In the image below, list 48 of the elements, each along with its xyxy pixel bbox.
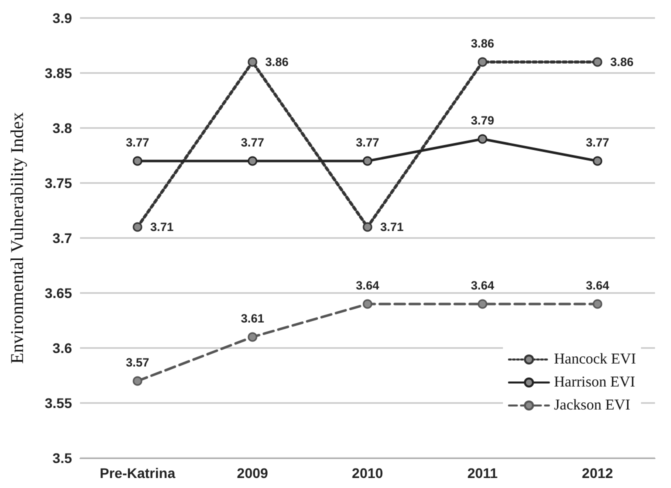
point bbox=[478, 134, 488, 144]
data-label: 3.86 bbox=[610, 55, 634, 69]
y-tick-label: 3.9 bbox=[52, 10, 72, 26]
y-tick-label: 3.8 bbox=[52, 120, 72, 136]
point bbox=[592, 299, 602, 309]
y-tick-label: 3.65 bbox=[44, 285, 72, 301]
legend-label: Hancock EVI bbox=[554, 352, 636, 368]
x-tick-label: 2009 bbox=[236, 465, 268, 481]
point bbox=[248, 57, 258, 67]
data-label: 3.57 bbox=[126, 355, 150, 370]
data-label: 3.64 bbox=[586, 278, 610, 292]
y-tick-label: 3.6 bbox=[52, 340, 72, 356]
y-axis-title: Environmental Vulnerability Index bbox=[7, 112, 27, 364]
x-tick-label: Pre-Katrina bbox=[100, 465, 176, 481]
point bbox=[478, 299, 488, 309]
legend-label: Harrison EVI bbox=[554, 374, 636, 390]
y-tick-label: 3.7 bbox=[52, 230, 72, 246]
point bbox=[132, 376, 142, 386]
point bbox=[132, 222, 142, 232]
x-tick-label: 2011 bbox=[467, 465, 498, 481]
data-label: 3.77 bbox=[240, 135, 264, 150]
data-label: 3.64 bbox=[470, 278, 494, 292]
data-label: 3.77 bbox=[586, 135, 610, 150]
y-tick-label: 3.75 bbox=[44, 175, 72, 191]
point bbox=[362, 156, 372, 166]
point bbox=[362, 222, 372, 232]
x-tick-label: 2010 bbox=[352, 465, 384, 481]
data-label: 3.86 bbox=[470, 36, 494, 50]
data-label: 3.86 bbox=[265, 55, 289, 69]
point bbox=[248, 156, 258, 166]
point bbox=[592, 57, 602, 67]
y-tick-label: 3.5 bbox=[52, 450, 72, 466]
point bbox=[362, 299, 372, 309]
point bbox=[248, 332, 258, 342]
data-label: 3.71 bbox=[150, 220, 174, 234]
data-label: 3.71 bbox=[380, 220, 404, 234]
data-label: 3.79 bbox=[470, 113, 494, 128]
data-label: 3.61 bbox=[240, 311, 264, 326]
x-tick-label: 2012 bbox=[582, 465, 614, 481]
point bbox=[478, 57, 488, 67]
point bbox=[592, 156, 602, 166]
data-label: 3.64 bbox=[356, 278, 380, 292]
legend-label: Jackson EVI bbox=[554, 398, 630, 414]
y-tick-label: 3.85 bbox=[44, 65, 72, 81]
point bbox=[132, 156, 142, 166]
data-label: 3.77 bbox=[126, 135, 150, 150]
data-label: 3.77 bbox=[356, 135, 380, 150]
y-tick-label: 3.55 bbox=[44, 395, 72, 411]
